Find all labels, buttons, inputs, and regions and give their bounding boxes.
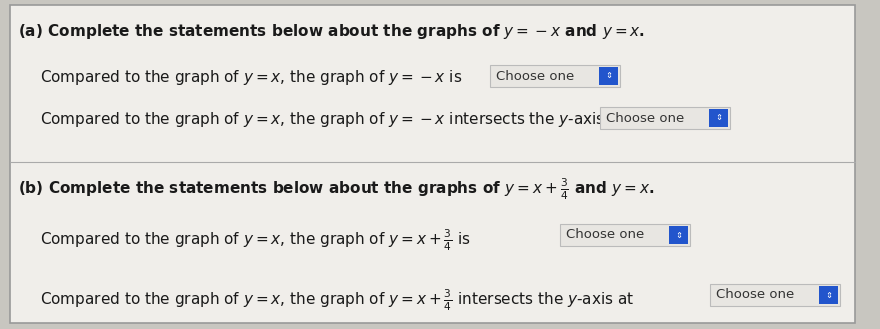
Text: ⇕: ⇕ [825, 291, 832, 299]
FancyBboxPatch shape [670, 226, 688, 244]
Text: Compared to the graph of $y=x$, the graph of $y=-x$ is: Compared to the graph of $y=x$, the grap… [40, 68, 462, 87]
Text: Choose one: Choose one [606, 112, 685, 124]
FancyBboxPatch shape [10, 5, 855, 323]
FancyBboxPatch shape [600, 107, 730, 129]
Text: (b) Complete the statements below about the graphs of $y=x+\frac{3}{4}$ and $y=x: (b) Complete the statements below about … [18, 176, 655, 202]
FancyBboxPatch shape [709, 109, 728, 127]
FancyBboxPatch shape [490, 65, 620, 87]
Text: Compared to the graph of $y=x$, the graph of $y=-x$ intersects the $y$-axis at: Compared to the graph of $y=x$, the grap… [40, 110, 626, 129]
Text: Compared to the graph of $y=x$, the graph of $y=x+\frac{3}{4}$ is: Compared to the graph of $y=x$, the grap… [40, 227, 471, 253]
FancyBboxPatch shape [819, 286, 838, 304]
Text: Choose one: Choose one [566, 229, 644, 241]
FancyBboxPatch shape [599, 67, 618, 85]
Text: Choose one: Choose one [716, 289, 795, 301]
Text: ⇕: ⇕ [605, 71, 612, 81]
Text: Compared to the graph of $y=x$, the graph of $y=x+\frac{3}{4}$ intersects the $y: Compared to the graph of $y=x$, the grap… [40, 287, 634, 313]
Text: Choose one: Choose one [496, 69, 575, 83]
FancyBboxPatch shape [710, 284, 840, 306]
Text: (a) Complete the statements below about the graphs of $y=-x$ and $y=x$.: (a) Complete the statements below about … [18, 22, 645, 41]
Text: ⇕: ⇕ [715, 114, 722, 122]
FancyBboxPatch shape [560, 224, 690, 246]
Text: ⇕: ⇕ [675, 231, 682, 240]
